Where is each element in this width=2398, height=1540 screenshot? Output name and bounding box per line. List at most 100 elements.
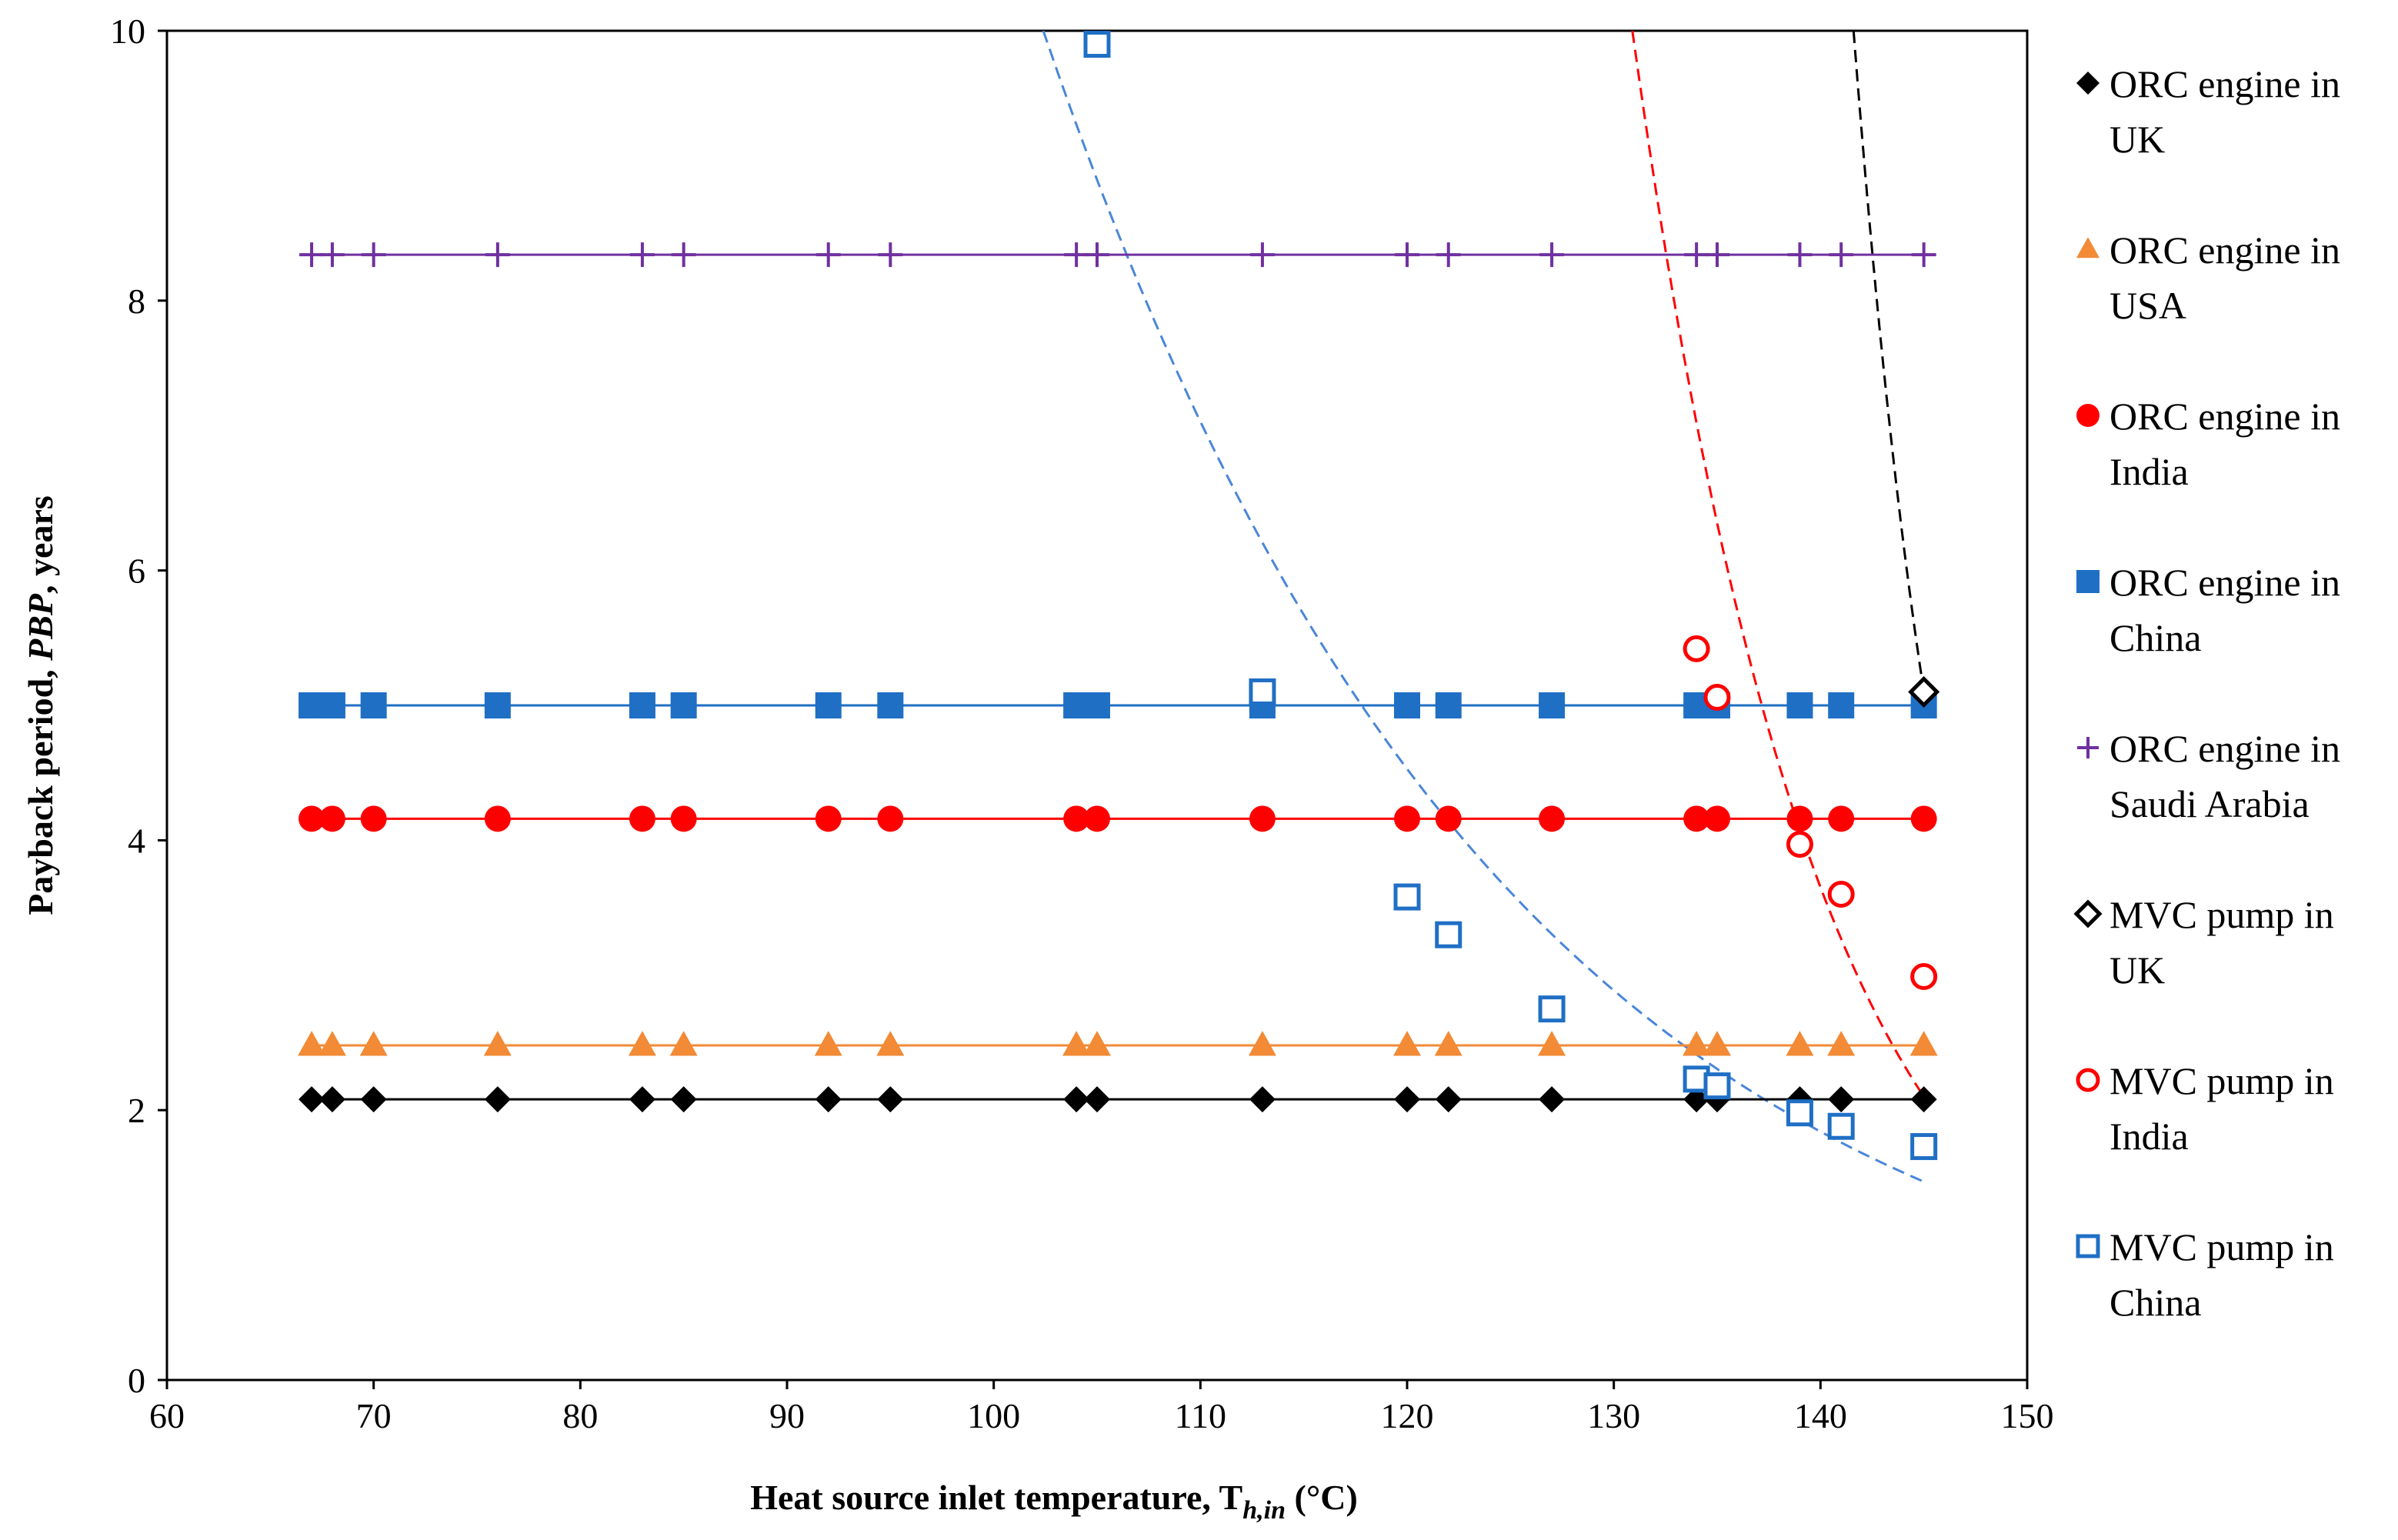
point-orc-engine-in-usa [814, 1031, 842, 1056]
point-mvc-pump-in-china [1249, 678, 1276, 705]
point-orc-engine-in-uk [670, 1086, 697, 1113]
legend-label: ORC engine in [2110, 228, 2340, 272]
point-orc-engine-in-china [1435, 692, 1462, 718]
point-orc-engine-in-uk [815, 1086, 842, 1113]
point-orc-engine-in-saudi-arabia [1395, 242, 1419, 268]
point-orc-engine-in-india [1704, 805, 1730, 832]
point-orc-engine-in-saudi-arabia [299, 242, 325, 268]
legend-label: ORC engine in [2110, 395, 2340, 438]
y-tick-label: 6 [128, 552, 145, 591]
point-orc-engine-in-india [629, 805, 655, 832]
point-orc-engine-in-uk [1063, 1086, 1090, 1113]
point-orc-engine-in-saudi-arabia [671, 242, 696, 268]
point-orc-engine-in-saudi-arabia [1249, 242, 1275, 268]
point-orc-engine-in-china [1539, 692, 1566, 718]
point-orc-engine-in-usa [1909, 1031, 1938, 1056]
point-orc-engine-in-uk [1394, 1086, 1420, 1113]
point-orc-engine-in-india [1394, 805, 1420, 832]
point-orc-engine-in-usa [669, 1031, 698, 1056]
x-tick-label: 140 [1794, 1396, 1847, 1435]
point-orc-engine-in-india [815, 805, 842, 832]
y-axis-title-text: Payback period, PBP, years [21, 495, 60, 915]
y-tick-label: 8 [128, 282, 145, 321]
legend-label: UK [2110, 118, 2165, 161]
x-tick-label: 110 [1175, 1396, 1226, 1435]
point-mvc-pump-in-india [1683, 635, 1710, 662]
point-orc-engine-in-saudi-arabia [1705, 242, 1729, 268]
axes: 60 70 80 90 100 110 120 130 140 150 0 2 4 6 8 10 [110, 12, 2054, 1435]
point-orc-engine-in-usa [1248, 1031, 1276, 1056]
point-orc-engine-in-saudi-arabia [815, 242, 841, 268]
point-orc-engine-in-usa [628, 1031, 656, 1056]
point-orc-engine-in-india [298, 805, 325, 832]
point-orc-engine-in-saudi-arabia [1829, 242, 1854, 268]
point-orc-engine-in-usa [1393, 1031, 1421, 1056]
point-orc-engine-in-uk [360, 1086, 387, 1113]
point-orc-engine-in-saudi-arabia [361, 242, 386, 268]
point-orc-engine-in-india [1435, 805, 1462, 832]
point-orc-engine-in-india [1828, 805, 1855, 832]
point-orc-engine-in-india [1910, 805, 1937, 832]
legend-marker-mvc-pump-in-india [2076, 1068, 2100, 1092]
legend-marker-orc-engine-in-saudi-arabia [2077, 737, 2099, 758]
point-orc-engine-in-india [1084, 805, 1110, 832]
point-orc-engine-in-saudi-arabia [1684, 242, 1709, 268]
x-axis-title-text: Heat source inlet temperature, Th,in (°C… [750, 1478, 1358, 1525]
point-orc-engine-in-saudi-arabia [1064, 242, 1089, 268]
point-orc-engine-in-uk [1435, 1086, 1462, 1113]
legend-label: UK [2110, 948, 2165, 992]
point-orc-engine-in-uk [1249, 1086, 1276, 1113]
legend-label: MVC pump in [2110, 1059, 2334, 1102]
point-orc-engine-in-china [1084, 692, 1110, 718]
trendline-mvc-pump-in-china [1042, 31, 1925, 1183]
legend-marker-mvc-pump-in-uk [2073, 899, 2103, 928]
point-orc-engine-in-uk [319, 1086, 345, 1113]
legend-item-mvc-pump-in-china: MVC pump in China [2076, 1225, 2334, 1324]
series-lines [312, 253, 1924, 1101]
point-orc-engine-in-china [360, 692, 387, 718]
legend-item-orc-engine-in-india: ORC engine in India [2076, 395, 2340, 493]
point-orc-engine-in-usa [298, 1031, 326, 1056]
point-orc-engine-in-usa [1083, 1031, 1111, 1056]
legend-marker-orc-engine-in-china [2076, 570, 2100, 593]
point-mvc-pump-in-china [1435, 921, 1462, 948]
point-orc-engine-in-usa [1786, 1031, 1814, 1056]
point-orc-engine-in-usa [876, 1031, 905, 1056]
legend-marker-orc-engine-in-uk [2076, 72, 2100, 95]
legend-label: India [2110, 1115, 2189, 1158]
point-orc-engine-in-china [484, 692, 511, 718]
legend-item-orc-engine-in-saudi-arabia: ORC engine in Saudi Arabia [2077, 727, 2340, 825]
point-orc-engine-in-india [670, 805, 697, 832]
point-orc-engine-in-uk [1084, 1086, 1110, 1113]
point-mvc-pump-in-china [1083, 31, 1111, 58]
legend-item-mvc-pump-in-india: MVC pump in India [2076, 1059, 2334, 1158]
point-mvc-pump-in-china [1827, 1112, 1855, 1140]
x-tick-label: 90 [769, 1396, 805, 1435]
y-tick-label: 2 [128, 1091, 145, 1130]
point-mvc-pump-in-china [1910, 1133, 1938, 1161]
x-axis-title: Heat source inlet temperature, Th,in (°C… [750, 1478, 1358, 1525]
point-orc-engine-in-china [319, 692, 345, 718]
point-mvc-pump-in-china [1786, 1099, 1813, 1127]
point-orc-engine-in-india [1683, 805, 1710, 832]
data-markers [298, 31, 1940, 1161]
legend-item-mvc-pump-in-uk: MVC pump in UK [2073, 893, 2334, 992]
trendline-mvc-pump-in-uk [1852, 31, 1926, 692]
legend-item-orc-engine-in-usa: ORC engine in USA [2076, 228, 2340, 327]
legend-label: MVC pump in [2110, 893, 2334, 936]
x-tick-label: 130 [1587, 1396, 1640, 1435]
point-orc-engine-in-uk [1828, 1086, 1855, 1113]
point-mvc-pump-in-uk [1908, 675, 1940, 708]
x-tick-label: 150 [2001, 1396, 2054, 1435]
point-orc-engine-in-india [1249, 805, 1276, 832]
point-orc-engine-in-saudi-arabia [1085, 242, 1109, 268]
x-tick-label: 80 [562, 1396, 598, 1435]
point-orc-engine-in-usa [483, 1031, 512, 1056]
point-orc-engine-in-india [877, 805, 904, 832]
point-orc-engine-in-china [1828, 692, 1855, 718]
point-orc-engine-in-china [1394, 692, 1420, 718]
point-orc-engine-in-uk [484, 1086, 511, 1113]
y-tick-label: 10 [110, 12, 145, 51]
